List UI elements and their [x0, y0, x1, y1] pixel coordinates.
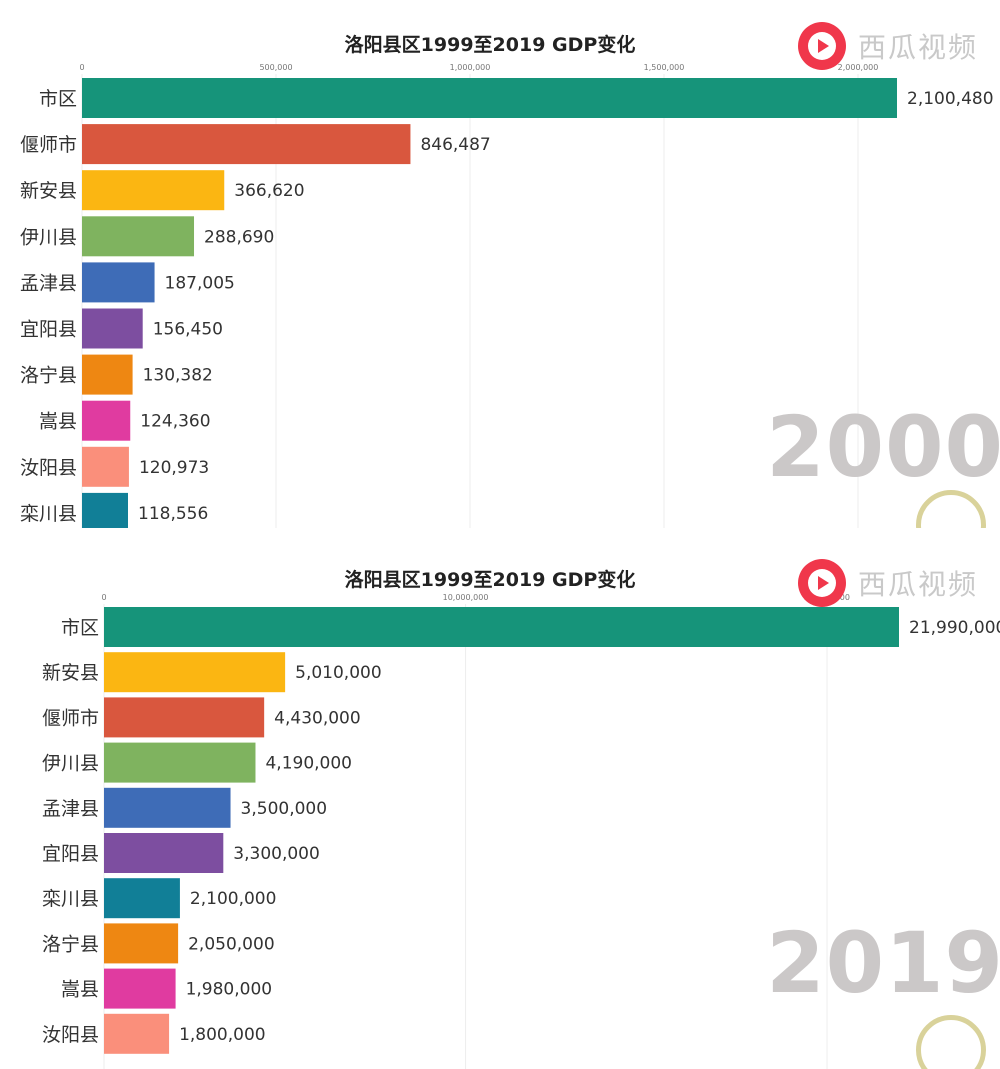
category-label: 市区: [39, 88, 77, 110]
value-label: 846,487: [420, 135, 490, 155]
xigua-logo-icon: [797, 22, 846, 70]
category-label: 市区: [61, 617, 99, 639]
bar: [104, 878, 180, 919]
category-label: 栾川县: [42, 888, 99, 910]
bar: [104, 923, 179, 964]
value-label: 2,100,000: [190, 889, 277, 909]
year-label: 2019: [766, 914, 1000, 1012]
value-label: 5,010,000: [295, 663, 382, 683]
bar: [104, 787, 231, 828]
category-label: 嵩县: [61, 979, 99, 1001]
value-label: 2,050,000: [188, 934, 275, 954]
category-label: 伊川县: [42, 753, 99, 775]
category-label: 洛宁县: [20, 365, 77, 387]
category-label: 新安县: [42, 662, 99, 684]
chart-panel-2019: 洛阳县区1999至2019 GDP变化 010,000,00020,000,00…: [0, 545, 1000, 1069]
category-label: 孟津县: [20, 272, 77, 294]
bar: [82, 78, 897, 118]
category-label: 宜阳县: [20, 319, 77, 341]
bar: [82, 400, 131, 441]
chart-title: 洛阳县区1999至2019 GDP变化: [344, 569, 636, 591]
value-label: 3,300,000: [233, 844, 320, 864]
bar: [104, 742, 256, 783]
value-label: 4,190,000: [265, 754, 352, 774]
bar: [82, 492, 129, 528]
bar-chart-2000: 0 500,000 1,000,000 1,500,000 2,000,000 市区 2,1…: [20, 63, 994, 528]
chart-panel-2000: 洛阳县区1999至2019 GDP变化 0 500,000 1,000,000 1,5…: [0, 0, 1000, 528]
value-label: 156,450: [153, 320, 223, 340]
bar: [82, 170, 225, 211]
watermark-text: 西瓜视频: [857, 568, 978, 601]
category-label: 汝阳县: [20, 457, 77, 479]
bar: [104, 697, 265, 738]
category-label: 宜阳县: [42, 843, 99, 865]
x-tick-label: 0: [79, 63, 84, 72]
category-label: 孟津县: [42, 798, 99, 820]
category-label: 嵩县: [39, 411, 77, 433]
value-label: 366,620: [234, 181, 304, 201]
seal-logo: [916, 1015, 986, 1069]
category-label: 汝阳县: [42, 1024, 99, 1046]
x-tick-label: 1,500,000: [644, 63, 685, 72]
value-label: 118,556: [138, 504, 208, 524]
category-label: 偃师市: [42, 707, 99, 729]
bar: [104, 833, 224, 873]
bar: [82, 308, 143, 349]
bar: [104, 652, 286, 693]
x-tick-label: 2,000,000: [838, 63, 879, 72]
bar: [82, 354, 133, 395]
x-tick-label: 500,000: [259, 63, 292, 72]
chart-title: 洛阳县区1999至2019 GDP变化: [344, 34, 636, 56]
value-label: 1,980,000: [186, 980, 273, 1000]
category-label: 伊川县: [20, 226, 77, 248]
value-label: 1,800,000: [179, 1025, 266, 1045]
x-tick-label: 0: [101, 593, 106, 602]
bar: [104, 968, 176, 1009]
watermark: 西瓜视频: [796, 557, 978, 609]
watermark-text: 西瓜视频: [857, 31, 978, 64]
panel-divider: [0, 528, 1000, 545]
value-label: 130,382: [143, 366, 213, 386]
x-tick-label: 1,000,000: [450, 63, 491, 72]
value-label: 3,500,000: [241, 799, 328, 819]
xigua-logo-icon: [797, 559, 846, 607]
bar: [82, 124, 411, 165]
value-label: 187,005: [165, 273, 235, 293]
value-label: 124,360: [140, 412, 210, 432]
year-label: 2000: [766, 398, 1000, 496]
category-label: 洛宁县: [42, 933, 99, 955]
bar: [82, 216, 195, 257]
bar: [82, 446, 129, 487]
value-label: 21,990,000: [909, 618, 1000, 638]
value-label: 4,430,000: [274, 708, 361, 728]
bar: [104, 607, 899, 647]
category-label: 栾川县: [20, 503, 77, 525]
watermark: 西瓜视频: [796, 20, 978, 72]
value-label: 2,100,480: [907, 89, 994, 109]
category-label: 偃师市: [20, 134, 77, 156]
x-tick-label: 10,000,000: [443, 593, 489, 602]
bar-chart-2019: 010,000,00020,000,000市区21,990,000新安县5,01…: [42, 593, 1000, 1069]
value-label: 288,690: [204, 227, 274, 247]
bar: [104, 1013, 170, 1054]
category-label: 新安县: [20, 180, 77, 202]
value-label: 120,973: [139, 458, 209, 478]
bar: [82, 262, 155, 303]
